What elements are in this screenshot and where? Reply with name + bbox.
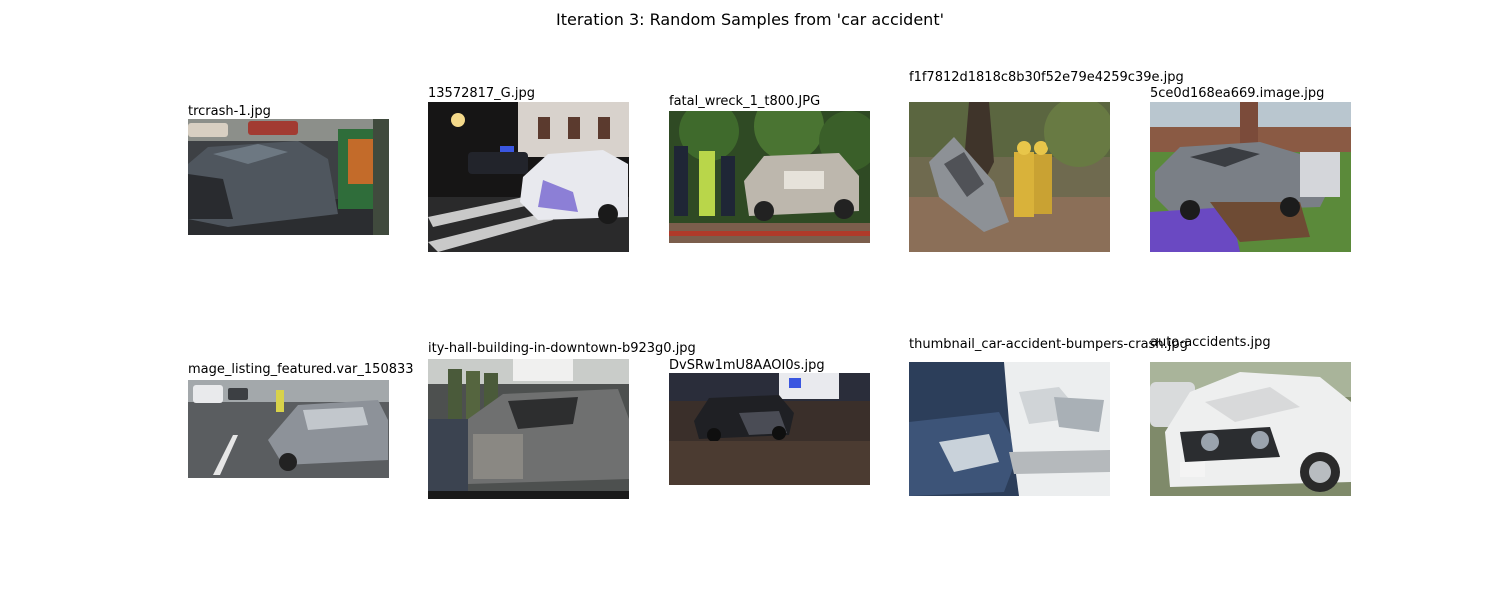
sample-image-bumper-crash [909, 362, 1110, 496]
sample-filename: ity-hall-building-in-downtown-b923g0.jpg [428, 341, 696, 356]
sample-image-front-damage [1150, 362, 1351, 496]
sample-image-rollover [909, 102, 1110, 252]
sample-filename: 5ce0d168ea669.image.jpg [1150, 86, 1325, 101]
sample-filename: fatal_wreck_1_t800.JPG [669, 94, 821, 109]
sample-image-flowerbed [1150, 102, 1351, 252]
figure-title: Iteration 3: Random Samples from 'car ac… [556, 10, 944, 29]
sample-image-highway-crash [188, 380, 389, 478]
sample-filename: 13572817_G.jpg [428, 86, 535, 101]
sample-filename: thumbnail_car-accident-bumpers-crash.jpg [909, 337, 1188, 352]
sample-filename: DvSRw1mU8AAOI0s.jpg [669, 358, 825, 373]
sample-image-night-crash [428, 102, 629, 252]
sample-image-crash-rescue [188, 119, 389, 235]
sample-image-burned-car [428, 359, 629, 499]
sample-filename: trcrash-1.jpg [188, 104, 271, 119]
sample-image-wreck-bushes [669, 111, 870, 243]
sample-image-night-street [669, 373, 870, 485]
sample-filename: mage_listing_featured.var_150833 [188, 362, 414, 377]
sample-filename: auto-accidents.jpg [1150, 335, 1271, 350]
sample-filename: f1f7812d1818c8b30f52e79e4259c39e.jpg [909, 70, 1184, 85]
